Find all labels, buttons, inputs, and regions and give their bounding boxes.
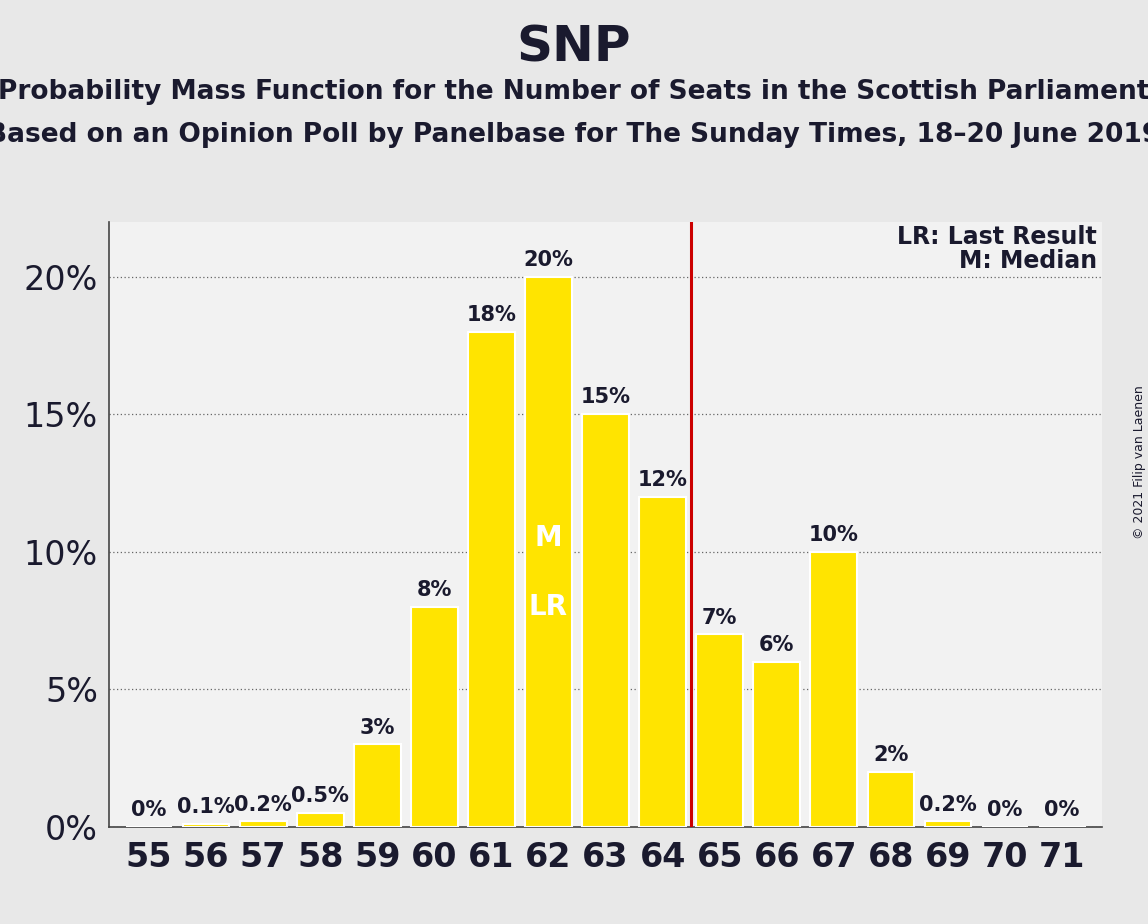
Text: LR: Last Result: LR: Last Result xyxy=(898,225,1097,249)
Text: 12%: 12% xyxy=(637,470,688,490)
Bar xyxy=(924,821,971,827)
Text: LR: LR xyxy=(529,593,568,621)
Text: 6%: 6% xyxy=(759,635,794,655)
Text: Based on an Opinion Poll by Panelbase for The Sunday Times, 18–20 June 2019: Based on an Opinion Poll by Panelbase fo… xyxy=(0,122,1148,148)
Text: 0%: 0% xyxy=(131,800,166,821)
Text: 10%: 10% xyxy=(809,525,859,545)
Bar xyxy=(240,821,287,827)
Bar xyxy=(354,745,401,827)
Bar xyxy=(639,497,687,827)
Text: 20%: 20% xyxy=(523,249,574,270)
Text: © 2021 Filip van Laenen: © 2021 Filip van Laenen xyxy=(1133,385,1146,539)
Text: 3%: 3% xyxy=(359,718,395,737)
Text: 0.2%: 0.2% xyxy=(234,795,292,815)
Bar xyxy=(525,277,572,827)
Text: 2%: 2% xyxy=(874,745,908,765)
Text: 0.5%: 0.5% xyxy=(292,786,349,807)
Bar xyxy=(868,772,914,827)
Bar xyxy=(810,552,858,827)
Bar xyxy=(582,414,629,827)
Text: Probability Mass Function for the Number of Seats in the Scottish Parliament: Probability Mass Function for the Number… xyxy=(0,79,1148,104)
Text: 0%: 0% xyxy=(987,800,1023,821)
Bar xyxy=(468,332,514,827)
Bar xyxy=(297,813,343,827)
Bar xyxy=(183,824,230,827)
Text: 8%: 8% xyxy=(417,580,452,600)
Text: SNP: SNP xyxy=(517,23,631,71)
Text: M: Median: M: Median xyxy=(959,249,1097,273)
Text: 0.1%: 0.1% xyxy=(177,797,235,818)
Text: M: M xyxy=(535,524,563,553)
Bar xyxy=(411,607,458,827)
Text: 7%: 7% xyxy=(703,608,737,627)
Text: 15%: 15% xyxy=(581,387,630,407)
Bar xyxy=(697,635,743,827)
Text: 0.2%: 0.2% xyxy=(920,795,977,815)
Text: 18%: 18% xyxy=(466,305,517,325)
Bar xyxy=(753,662,800,827)
Text: 0%: 0% xyxy=(1045,800,1080,821)
